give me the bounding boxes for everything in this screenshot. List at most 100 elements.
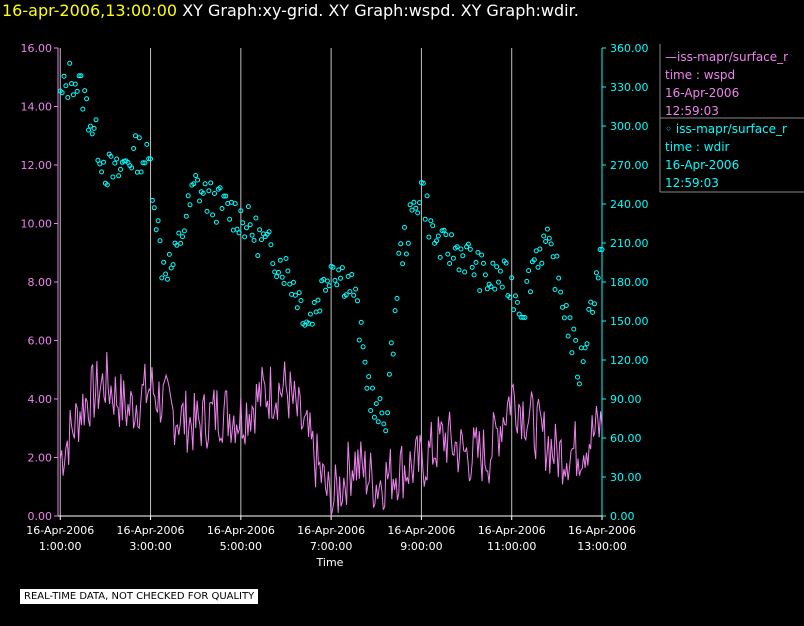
wdir-point bbox=[345, 274, 351, 279]
wdir-point bbox=[494, 264, 500, 270]
wdir-point bbox=[405, 240, 411, 246]
wdir-point bbox=[567, 315, 573, 321]
y-right-tick-label: 240.00 bbox=[610, 198, 649, 211]
wdir-point bbox=[144, 141, 150, 147]
wdir-point bbox=[526, 268, 532, 274]
wdir-point bbox=[533, 248, 539, 254]
wdir-point bbox=[590, 309, 596, 315]
x-tick-date: 16-Apr-2006 bbox=[568, 524, 636, 537]
wdir-point bbox=[496, 279, 501, 285]
y-left-tick-label: 6.00 bbox=[28, 335, 53, 348]
wdir-point bbox=[548, 241, 554, 247]
y-right-tick-label: 300.00 bbox=[610, 120, 649, 133]
wdir-point bbox=[70, 92, 76, 98]
wdir-point bbox=[146, 156, 152, 162]
wdir-point bbox=[400, 261, 406, 267]
wdir-point bbox=[584, 341, 590, 347]
wdir-point bbox=[403, 251, 409, 257]
wdir-point bbox=[592, 301, 597, 307]
wdir-point bbox=[383, 428, 389, 434]
wdir-point bbox=[104, 182, 110, 188]
x-tick-date: 16-Apr-2006 bbox=[297, 524, 365, 537]
wdir-point bbox=[323, 287, 328, 293]
wdir-point bbox=[294, 305, 300, 311]
wdir-point bbox=[394, 295, 400, 301]
wdir-point bbox=[178, 240, 184, 246]
wdir-point bbox=[332, 277, 338, 283]
wdir-point bbox=[473, 259, 479, 265]
wdir-point bbox=[360, 344, 366, 350]
y-left-tick-label: 10.00 bbox=[21, 218, 53, 231]
wdir-point bbox=[511, 307, 517, 313]
wdir-point bbox=[110, 174, 116, 180]
wdir-point bbox=[67, 60, 73, 66]
wdir-point bbox=[424, 193, 430, 199]
wdir-point bbox=[118, 166, 123, 172]
x-tick-time: 5:00:00 bbox=[220, 540, 262, 553]
wdir-point bbox=[266, 229, 272, 235]
y-left-tick-label: 16.00 bbox=[21, 42, 53, 55]
wdir-point bbox=[539, 260, 545, 266]
wdir-point bbox=[155, 218, 161, 224]
wdir-point bbox=[565, 333, 571, 339]
wspd-series-line bbox=[59, 351, 603, 517]
wdir-point bbox=[170, 262, 176, 268]
x-tick-time: 1:00:00 bbox=[39, 540, 81, 553]
wdir-point bbox=[434, 238, 439, 244]
wdir-point bbox=[428, 218, 434, 224]
wdir-point bbox=[503, 260, 509, 266]
wdir-point bbox=[465, 241, 471, 247]
wdir-point bbox=[213, 219, 219, 225]
wdir-point bbox=[291, 279, 296, 285]
wdir-point bbox=[479, 252, 485, 258]
wdir-point bbox=[80, 106, 86, 112]
wdir-point bbox=[599, 247, 605, 252]
x-tick-time: 7:00:00 bbox=[310, 540, 352, 553]
wdir-point bbox=[430, 223, 436, 229]
wdir-point bbox=[531, 257, 537, 263]
wdir-point bbox=[148, 156, 153, 162]
wdir-point bbox=[392, 308, 398, 314]
wdir-point bbox=[368, 408, 374, 413]
y-left-tick-label: 0.00 bbox=[28, 510, 53, 523]
y-right-tick-label: 30.00 bbox=[610, 471, 642, 484]
wdir-point bbox=[417, 200, 422, 206]
wdir-point bbox=[292, 292, 298, 298]
x-tick-time: 9:00:00 bbox=[400, 540, 442, 553]
x-tick-date: 16-Apr-2006 bbox=[478, 524, 546, 537]
wdir-point bbox=[82, 88, 88, 94]
wdir-point bbox=[482, 272, 488, 278]
wdir-point bbox=[133, 133, 138, 139]
wdir-point bbox=[426, 234, 432, 240]
quality-disclaimer: REAL-TIME DATA, NOT CHECKED FOR QUALITY bbox=[20, 589, 259, 604]
wdir-point bbox=[212, 191, 217, 196]
wdir-point bbox=[242, 234, 248, 240]
wdir-point bbox=[274, 274, 280, 280]
wdir-point bbox=[355, 298, 360, 304]
wdir-point bbox=[450, 255, 456, 261]
wdir-point bbox=[396, 250, 402, 256]
wdir-point bbox=[366, 374, 372, 380]
wdir-point bbox=[543, 239, 549, 244]
wdir-point bbox=[338, 275, 343, 281]
wdir-point bbox=[362, 359, 368, 365]
wdir-point bbox=[556, 275, 562, 281]
wdir-point bbox=[497, 268, 503, 274]
y-left-tick-label: 12.00 bbox=[21, 159, 53, 172]
wdir-point bbox=[311, 300, 317, 305]
y-right-tick-label: 360.00 bbox=[610, 42, 649, 55]
wdir-point bbox=[208, 180, 214, 186]
wdir-point bbox=[236, 230, 242, 236]
wdir-point bbox=[447, 261, 453, 266]
wdir-point bbox=[481, 260, 486, 266]
wdir-point bbox=[159, 275, 165, 281]
title-graph-names: XY Graph:xy-grid. XY Graph:wspd. XY Grap… bbox=[182, 1, 579, 20]
wdir-point bbox=[586, 306, 592, 312]
wdir-point bbox=[524, 278, 530, 284]
wdir-point bbox=[187, 202, 193, 208]
wdir-point bbox=[217, 185, 223, 191]
wdir-point bbox=[554, 253, 560, 259]
wdir-point bbox=[460, 253, 466, 259]
wdir-point bbox=[307, 311, 313, 317]
x-tick-time: 3:00:00 bbox=[129, 540, 171, 553]
